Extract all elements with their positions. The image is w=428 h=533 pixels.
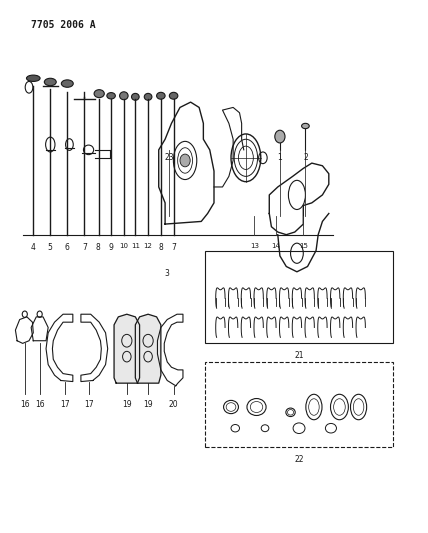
Text: 6: 6 (65, 243, 70, 252)
Ellipse shape (94, 90, 104, 98)
Text: 7: 7 (171, 243, 176, 252)
Text: 7: 7 (83, 243, 88, 252)
Ellipse shape (302, 123, 309, 128)
Text: 15: 15 (299, 243, 308, 248)
Text: 5: 5 (48, 243, 53, 252)
Ellipse shape (131, 93, 139, 100)
Polygon shape (114, 314, 140, 383)
Bar (205, 251, 392, 343)
Text: 4: 4 (31, 243, 36, 252)
Text: 9: 9 (109, 243, 113, 252)
Text: 23: 23 (164, 152, 174, 161)
Circle shape (180, 154, 190, 167)
Text: 2: 2 (303, 152, 308, 161)
Text: 20: 20 (169, 400, 178, 409)
Text: 17: 17 (84, 400, 93, 409)
Circle shape (275, 130, 285, 143)
Text: 17: 17 (60, 400, 70, 409)
Text: 16: 16 (20, 400, 30, 409)
Ellipse shape (169, 92, 178, 99)
Text: 16: 16 (35, 400, 45, 409)
Ellipse shape (119, 92, 128, 100)
Text: 19: 19 (122, 400, 132, 409)
Ellipse shape (45, 78, 56, 86)
Text: 1: 1 (277, 152, 282, 161)
Text: 7705 2006 A: 7705 2006 A (31, 20, 96, 30)
Ellipse shape (61, 80, 73, 87)
Polygon shape (135, 314, 161, 383)
Text: 12: 12 (144, 243, 152, 248)
Bar (205, 362, 392, 447)
Text: 19: 19 (143, 400, 153, 409)
Ellipse shape (27, 75, 40, 82)
Text: 8: 8 (158, 243, 163, 252)
Text: 21: 21 (294, 351, 304, 360)
Text: 3: 3 (165, 269, 169, 278)
Ellipse shape (107, 93, 116, 99)
Text: 14: 14 (271, 243, 280, 248)
Text: 11: 11 (131, 243, 140, 248)
Ellipse shape (157, 92, 165, 99)
Text: 22: 22 (294, 455, 304, 464)
Text: 8: 8 (96, 243, 101, 252)
Ellipse shape (144, 93, 152, 100)
Text: 13: 13 (250, 243, 259, 248)
Text: 10: 10 (119, 243, 128, 248)
